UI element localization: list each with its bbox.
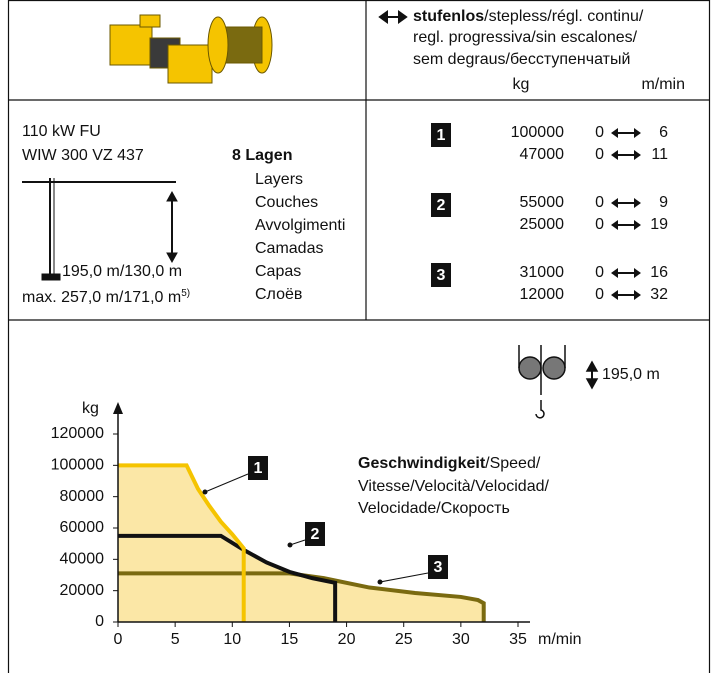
- outer-border: [9, 1, 710, 674]
- speed-heading: stufenlos/stepless/régl. continu/: [413, 8, 644, 25]
- speed-to: 11: [651, 146, 668, 163]
- unit-kg: kg: [513, 76, 530, 93]
- datasheet: stufenlos/stepless/régl. continu/ regl. …: [0, 0, 718, 673]
- y-tick-label: 100000: [51, 457, 104, 474]
- y-tick-label: 120000: [51, 425, 104, 442]
- speed-from: 0: [595, 124, 604, 141]
- leader-dot: [288, 543, 293, 548]
- rope-icon: [519, 345, 597, 418]
- x-tick-label: 15: [281, 631, 299, 648]
- x-tick-label: 10: [223, 631, 241, 648]
- speed-title: stufenlos: [413, 8, 484, 25]
- drive: 110 kW FU: [22, 123, 101, 140]
- arrow-icon: [611, 268, 641, 278]
- max-length: max. 257,0 m/171,0 m5): [22, 288, 190, 307]
- table-lines: [8, 0, 710, 673]
- x-tick-label: 25: [395, 631, 413, 648]
- winch: WIW 300 VZ 437: [22, 147, 144, 164]
- layer: Layers: [255, 171, 303, 188]
- layer: Avvolgimenti: [255, 217, 345, 234]
- arrow-icon: [611, 128, 641, 138]
- leader-dot: [203, 490, 208, 495]
- y-tick-label: 0: [95, 613, 104, 630]
- load-kg: 12000: [520, 286, 565, 303]
- rope-length: 195,0 m/130,0 m: [62, 263, 182, 280]
- rope-label: 195,0 m: [602, 366, 660, 383]
- unit-speed: m/min: [641, 76, 685, 93]
- speed-to: 16: [650, 264, 668, 281]
- footnote: 5): [181, 288, 190, 299]
- speed-from: 0: [595, 146, 604, 163]
- y-tick-label: 40000: [60, 551, 105, 568]
- layer: Слоёв: [255, 286, 302, 303]
- gear-number: 2: [437, 197, 446, 214]
- leader-line: [205, 474, 248, 492]
- gear-number: 1: [437, 127, 446, 144]
- x-tick-label: 35: [509, 631, 527, 648]
- y-axis-arrow: [113, 402, 123, 414]
- speed-label-line: Vitesse/Velocità/Velocidad/: [358, 478, 550, 495]
- speed-to: 19: [650, 216, 668, 233]
- arrow-icon: [611, 198, 641, 208]
- chart: 0 20000 40000 60000 80000 100000 120000 0 5 10 15 2…: [51, 402, 530, 648]
- arrow-icon: [611, 150, 641, 160]
- arrow-icon: [611, 220, 641, 230]
- speed-from: 0: [595, 264, 604, 281]
- speed-from: 0: [595, 286, 604, 303]
- gear-number: 3: [437, 267, 446, 284]
- area-fill: [118, 573, 484, 622]
- layer: Couches: [255, 194, 318, 211]
- load-kg: 55000: [520, 194, 565, 211]
- y-axis-label: kg: [82, 400, 99, 417]
- gear-number: 3: [434, 559, 443, 576]
- y-tick-label: 80000: [60, 488, 105, 505]
- speed-label-line: /Speed/: [485, 455, 541, 472]
- speed-to: 6: [659, 124, 668, 141]
- x-tick-label: 5: [171, 631, 180, 648]
- load-kg: 100000: [511, 124, 564, 141]
- arrow-icon: [380, 12, 406, 22]
- gear-number: 1: [254, 460, 263, 477]
- y-tick-label: 60000: [60, 519, 105, 536]
- x-tick-label: 20: [338, 631, 356, 648]
- arrow-icon: [611, 290, 641, 300]
- winch-icon: [110, 15, 272, 83]
- gear-number: 2: [311, 526, 320, 543]
- speed-to: 32: [650, 286, 668, 303]
- gear-table: 1 100000 0 6 47000 0 11 2 55000 0 9 25000 0 19 3 31000 0…: [431, 123, 668, 303]
- y-tick-label: 20000: [60, 582, 105, 599]
- load-kg: 47000: [520, 146, 565, 163]
- layers-title: 8 Lagen: [232, 147, 292, 164]
- speed-to: 9: [659, 194, 668, 211]
- speed-label: Geschwindigkeit/Speed/: [358, 455, 541, 472]
- speed-label-line: Velocidade/Скорость: [358, 500, 510, 517]
- speed-label-title: Geschwindigkeit: [358, 455, 486, 472]
- layers-list: Layers Couches Avvolgimenti Camadas Capas Сло…: [255, 171, 345, 303]
- speed-line: sem degraus/бесступенчатый: [413, 51, 630, 68]
- x-tick-label: 30: [452, 631, 470, 648]
- leader-line: [380, 573, 428, 582]
- x-tick-label: 0: [114, 631, 123, 648]
- x-axis-label: m/min: [538, 631, 582, 648]
- max-length-text: max. 257,0 m/171,0 m: [22, 289, 181, 306]
- load-kg: 31000: [520, 264, 565, 281]
- speed-from: 0: [595, 194, 604, 211]
- layer: Capas: [255, 263, 301, 280]
- leader-dot: [378, 580, 383, 585]
- speed-from: 0: [595, 216, 604, 233]
- layer: Camadas: [255, 240, 323, 257]
- speed-line: /stepless/régl. continu/: [484, 8, 644, 25]
- load-kg: 25000: [520, 216, 565, 233]
- speed-line: regl. progressiva/sin escalones/: [413, 29, 638, 46]
